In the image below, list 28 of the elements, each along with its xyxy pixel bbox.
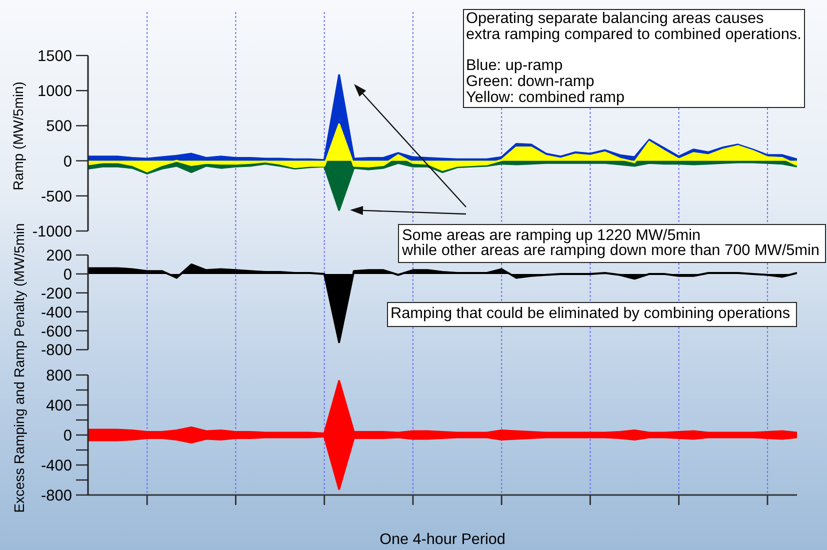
annotation: Ramping that could be eliminated by combining operations (390, 305, 792, 322)
note-box: Operating separate balancing areas causes extra ramping compared to combined operations. Blue: up-ramp Green: down-ramp Yellow: combined ramp (463, 9, 805, 108)
y-tick-label: -600 (40, 323, 72, 340)
annotation: Green: down-ramp (466, 73, 596, 90)
y-tick-label: 1000 (38, 83, 72, 100)
y-tick-label: -400 (40, 304, 72, 322)
y-tick-label: 500 (46, 118, 72, 136)
y-tick-label: 0 (63, 428, 72, 445)
y-axis-title: Ramp (MW/5min) (10, 82, 26, 190)
y-tick-label: 200 (46, 248, 72, 265)
annotation: Some areas are ramping up 1220 MW/5min while other areas are ramping down more than 700 MW/5min (402, 226, 820, 260)
note-box: Some areas are ramping up 1220 MW/5min while other areas are ramping down more than 700 MW/5min (398, 224, 826, 263)
y-tick-label: 1500 (38, 48, 72, 66)
y-tick-label: 400 (46, 398, 72, 415)
y-tick-label: 800 (46, 368, 72, 385)
y-tick-label: -400 (40, 458, 72, 475)
y-tick-label: -200 (40, 285, 72, 302)
annotation: Yellow: combined ramp (466, 88, 626, 106)
y-tick-label: 0 (63, 266, 72, 284)
x-axis-title: One 4-hour Period (380, 531, 506, 549)
y-tick-label: -500 (40, 188, 72, 206)
note-box: Ramping that could be eliminated by combining operations (387, 302, 797, 327)
annotation: Blue: up-ramp (466, 57, 564, 74)
y-tick-label: 0 (63, 153, 72, 170)
y-tick-label: -800 (40, 342, 72, 360)
y-axis-title: Excess Ramping and Ramp Penalty (MW/5min (11, 223, 27, 513)
y-tick-label: -1000 (32, 224, 72, 241)
y-tick-label: -800 (40, 488, 72, 505)
